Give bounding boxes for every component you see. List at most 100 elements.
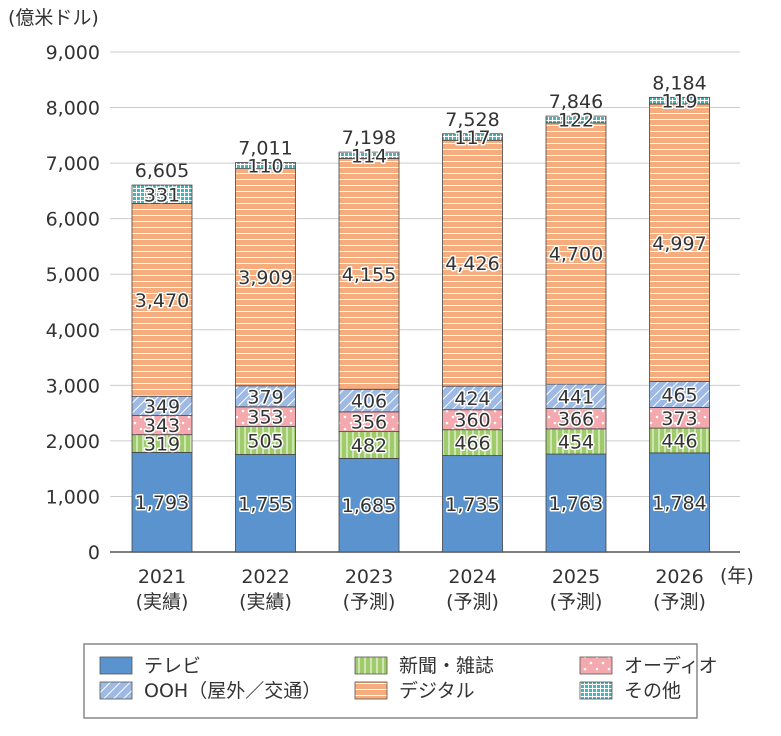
bar-segment bbox=[545, 383, 607, 409]
x-tick-note: (予測) bbox=[550, 591, 603, 613]
total-label: 7,528 bbox=[445, 109, 499, 131]
bar-segment bbox=[338, 457, 400, 553]
data-label: 3,909 bbox=[238, 267, 292, 289]
total-label: 7,198 bbox=[342, 127, 396, 149]
data-label: 343 bbox=[144, 415, 180, 437]
bar-segment bbox=[649, 381, 710, 408]
bar-segment bbox=[442, 139, 503, 387]
data-label: 454 bbox=[558, 431, 594, 453]
bar-segment bbox=[131, 184, 193, 204]
x-tick-note: (予測) bbox=[343, 591, 396, 613]
bar-segment bbox=[442, 429, 503, 457]
bar-segment bbox=[338, 431, 400, 459]
bar-segment bbox=[235, 426, 296, 455]
data-label: 3,470 bbox=[135, 290, 189, 312]
bar-segment bbox=[649, 452, 710, 553]
data-label: 424 bbox=[454, 388, 490, 410]
x-tick-note: (実績) bbox=[136, 591, 189, 613]
bar-segment bbox=[131, 203, 193, 397]
legend-label: 新聞・雑誌 bbox=[399, 655, 494, 677]
legend-swatch bbox=[354, 681, 388, 700]
data-label: 319 bbox=[144, 434, 180, 456]
legend-swatch bbox=[99, 656, 133, 675]
data-label: 4,700 bbox=[549, 243, 603, 265]
legend-swatch bbox=[354, 656, 388, 675]
legend-label: テレビ bbox=[144, 655, 201, 677]
data-label: 446 bbox=[661, 431, 697, 453]
data-label: 356 bbox=[351, 412, 387, 434]
total-label: 6,605 bbox=[135, 160, 189, 182]
y-tick-label: 5,000 bbox=[46, 264, 100, 286]
data-label: 353 bbox=[247, 407, 283, 429]
bar-segment bbox=[235, 454, 296, 553]
data-label: 1,793 bbox=[135, 492, 189, 514]
data-label: 122 bbox=[558, 110, 594, 132]
x-tick-label: 2021 bbox=[138, 566, 186, 588]
data-label: 331 bbox=[144, 184, 180, 206]
legend-label: その他 bbox=[624, 680, 681, 702]
data-label: 1,685 bbox=[342, 495, 396, 517]
y-tick-label: 3,000 bbox=[46, 375, 100, 397]
total-label: 8,184 bbox=[652, 72, 706, 94]
y-tick-label: 8,000 bbox=[46, 98, 100, 120]
y-tick-label: 4,000 bbox=[46, 320, 100, 342]
data-label: 1,784 bbox=[652, 492, 706, 514]
data-label: 465 bbox=[661, 384, 697, 406]
bar-segment bbox=[442, 455, 503, 553]
y-tick-label: 6,000 bbox=[46, 209, 100, 231]
y-tick-label: 1,000 bbox=[46, 486, 100, 508]
legend-label: デジタル bbox=[399, 680, 475, 702]
x-tick-label: 2023 bbox=[345, 566, 393, 588]
x-tick-note: (予測) bbox=[653, 591, 706, 613]
data-label: 441 bbox=[558, 386, 594, 408]
x-tick-label: 2026 bbox=[655, 566, 703, 588]
legend-swatch bbox=[579, 656, 613, 675]
data-label: 482 bbox=[351, 435, 387, 457]
y-axis-label: (億米ドル) bbox=[8, 7, 99, 29]
y-tick-label: 7,000 bbox=[46, 153, 100, 175]
bar-segment bbox=[235, 168, 296, 387]
data-label: 114 bbox=[351, 145, 387, 167]
data-label: 119 bbox=[661, 91, 697, 113]
data-label: 360 bbox=[454, 410, 490, 432]
bar-segment bbox=[338, 151, 400, 159]
x-axis-label: (年) bbox=[720, 565, 754, 587]
data-label: 4,997 bbox=[652, 233, 706, 255]
bar-segment bbox=[545, 453, 607, 553]
bar-segment bbox=[442, 133, 503, 141]
data-label: 110 bbox=[247, 156, 283, 178]
bar-segment bbox=[235, 162, 296, 170]
data-label: 1,755 bbox=[238, 493, 292, 515]
x-tick-label: 2025 bbox=[552, 566, 600, 588]
y-tick-label: 0 bbox=[88, 542, 100, 564]
bar-segment bbox=[649, 96, 710, 105]
data-label: 1,763 bbox=[549, 493, 603, 515]
legend-label: オーディオ bbox=[624, 655, 718, 677]
data-label: 373 bbox=[661, 408, 697, 430]
x-tick-label: 2024 bbox=[448, 566, 496, 588]
data-label: 4,155 bbox=[342, 264, 396, 286]
x-tick-label: 2022 bbox=[241, 566, 289, 588]
y-tick-label: 2,000 bbox=[46, 431, 100, 453]
bar-segment bbox=[545, 122, 607, 385]
x-tick-note: (実績) bbox=[239, 591, 292, 613]
data-label: 117 bbox=[454, 127, 490, 149]
bar-segment bbox=[338, 158, 400, 390]
total-label: 7,846 bbox=[549, 91, 603, 113]
data-label: 406 bbox=[351, 391, 387, 413]
data-label: 466 bbox=[454, 433, 490, 455]
legend-label: OOH（屋外／交通） bbox=[144, 680, 321, 702]
data-label: 505 bbox=[247, 430, 283, 452]
data-label: 1,735 bbox=[445, 494, 499, 516]
x-tick-note: (予測) bbox=[446, 591, 499, 613]
data-label: 4,426 bbox=[445, 253, 499, 275]
legend-swatch bbox=[99, 681, 133, 700]
y-tick-label: 9,000 bbox=[46, 42, 100, 64]
data-label: 366 bbox=[558, 409, 594, 431]
bar-segment bbox=[649, 103, 710, 382]
data-label: 379 bbox=[247, 386, 283, 408]
data-label: 349 bbox=[144, 396, 180, 418]
